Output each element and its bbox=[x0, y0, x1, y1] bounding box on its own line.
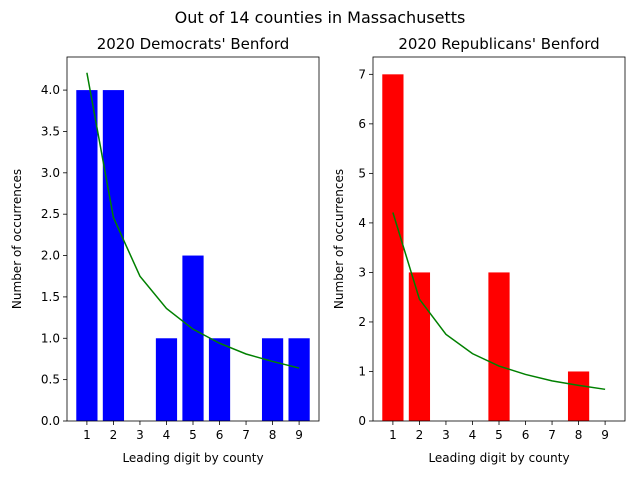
dem-ytick-label: 3.0 bbox=[41, 166, 60, 180]
rep-xtick-label: 6 bbox=[522, 428, 530, 442]
rep-benford-line bbox=[392, 212, 606, 391]
dem-xtick-label: 8 bbox=[269, 428, 277, 442]
dem-xtick-label: 2 bbox=[110, 428, 118, 442]
rep-ytick-label: 1 bbox=[358, 364, 366, 378]
dem-bar-9 bbox=[288, 338, 310, 421]
dem-ytick-label: 3.5 bbox=[41, 124, 60, 138]
rep-bar-5 bbox=[488, 272, 510, 421]
dem-chart-title: 2020 Democrats' Benford bbox=[97, 35, 290, 53]
rep-x-axis-label: Leading digit by county bbox=[428, 451, 569, 465]
rep-xtick-label: 7 bbox=[548, 428, 556, 442]
dem-ytick-label: 2.0 bbox=[41, 249, 60, 263]
rep-xtick-label: 4 bbox=[469, 428, 477, 442]
dem-y-axis-label: Number of occurrences bbox=[10, 169, 24, 309]
rep-bar-1 bbox=[382, 74, 404, 421]
dem-bar-2 bbox=[102, 90, 125, 421]
rep-ytick-label: 7 bbox=[358, 67, 366, 81]
rep-bar-8 bbox=[567, 371, 590, 421]
rep-chart: 1 2 3 4 5 6 7 8 9 0 1 2 3 4 5 6 7 2020 Republicans' Benfo… bbox=[332, 35, 626, 465]
rep-xtick-label: 5 bbox=[495, 428, 503, 442]
dem-xtick-label: 6 bbox=[216, 428, 224, 442]
figure-suptitle: Out of 14 counties in Massachusetts bbox=[174, 8, 466, 27]
dem-ytick-label: 1.5 bbox=[41, 290, 60, 304]
rep-xtick-label: 1 bbox=[389, 428, 397, 442]
rep-xtick-label: 9 bbox=[601, 428, 609, 442]
dem-ytick-label: 0.0 bbox=[41, 414, 60, 428]
dem-bar-6 bbox=[208, 338, 231, 421]
rep-xtick-label: 8 bbox=[575, 428, 583, 442]
dem-ytick-label: 4.0 bbox=[41, 83, 60, 97]
dem-xtick-label: 1 bbox=[83, 428, 91, 442]
dem-ytick-label: 2.5 bbox=[41, 207, 60, 221]
dem-benford-line bbox=[86, 72, 300, 369]
dem-chart: 1 2 3 4 5 6 7 8 9 0.0 0.5 1.0 1.5 2.0 2.5 3.0 3.5 4.0 2020… bbox=[10, 35, 320, 465]
dem-bar-8 bbox=[261, 338, 284, 421]
dem-bar-1 bbox=[76, 90, 98, 421]
dem-ytick-label: 0.5 bbox=[41, 373, 60, 387]
rep-xtick-label: 2 bbox=[416, 428, 424, 442]
dem-ytick-label: 1.0 bbox=[41, 331, 60, 345]
rep-ytick-label: 2 bbox=[358, 315, 366, 329]
dem-xtick-label: 9 bbox=[295, 428, 303, 442]
rep-y-axis-label: Number of occurrences bbox=[332, 169, 346, 309]
dem-bar-5 bbox=[182, 255, 204, 421]
rep-ytick-label: 5 bbox=[358, 166, 366, 180]
dem-x-axis-label: Leading digit by county bbox=[122, 451, 263, 465]
rep-ytick-label: 6 bbox=[358, 117, 366, 131]
dem-xtick-label: 4 bbox=[163, 428, 171, 442]
rep-ytick-label: 4 bbox=[358, 216, 366, 230]
rep-chart-title: 2020 Republicans' Benford bbox=[398, 35, 599, 53]
dem-xtick-label: 7 bbox=[242, 428, 250, 442]
rep-bar-2 bbox=[408, 272, 431, 421]
rep-ytick-label: 0 bbox=[358, 414, 366, 428]
dem-xtick-label: 5 bbox=[189, 428, 197, 442]
dem-xtick-label: 3 bbox=[136, 428, 144, 442]
rep-xtick-label: 3 bbox=[442, 428, 450, 442]
dem-bar-4 bbox=[155, 338, 178, 421]
rep-ytick-label: 3 bbox=[358, 265, 366, 279]
